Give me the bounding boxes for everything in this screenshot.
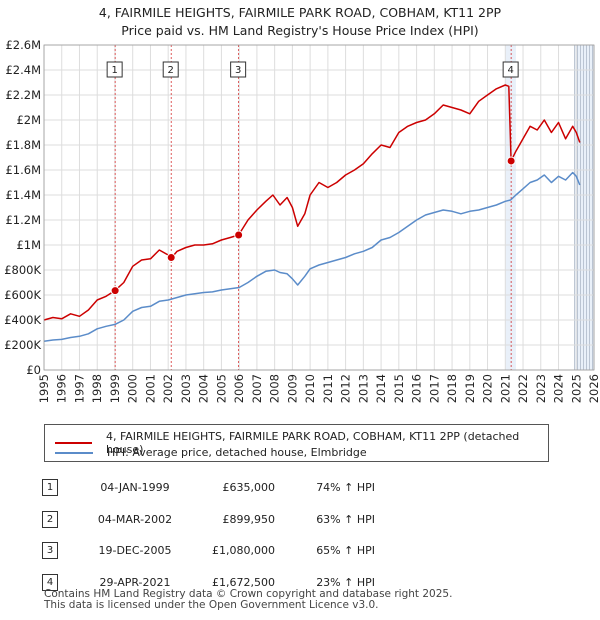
sale-label-number: 2 [168,65,174,76]
y-tick-label: £1.8M [5,138,41,152]
x-tick-label: 2012 [339,374,353,403]
hpi-line [43,171,581,343]
x-tick-label: 2005 [214,374,228,403]
footer-line-2: This data is licensed under the Open Gov… [44,599,379,611]
y-tick-label: £1.2M [5,213,41,227]
legend: 4, FAIRMILE HEIGHTS, FAIRMILE PARK ROAD,… [44,424,549,462]
legend-swatch-property [55,442,92,444]
x-tick-label: 2000 [126,374,140,403]
shaded-range [505,45,516,370]
x-tick-label: 2025 [569,374,583,403]
y-tick-label: £2.2M [5,88,41,102]
x-tick-label: 2003 [179,374,193,403]
sale-point [234,230,244,240]
x-tick-label: 2007 [250,374,264,403]
sale-label-box [502,61,519,78]
sale-date: 04-MAR-2002 [97,512,173,526]
sale-price: £1,672,500 [212,575,275,589]
y-tick-label: £800K [4,263,41,277]
sales-row: 4 29-APR-2021 £1,672,500 23% ↑ HPI [40,567,375,599]
property-price-line [43,84,581,321]
y-tick-label: £0 [26,363,41,377]
y-tick-label: £1.6M [5,163,41,177]
legend-swatch-hpi [55,451,93,454]
sale-number: 1 [42,479,58,497]
sales-row: 3 19-DEC-2005 £1,080,000 65% ↑ HPI [40,535,375,567]
sale-date: 04-JAN-1999 [100,481,170,495]
legend-label-hpi: HPI: Average price, detached house, Elmb… [107,446,367,459]
x-tick-label: 2015 [392,374,406,403]
x-tick-label: 2008 [268,374,282,403]
x-tick-label: 1999 [108,374,122,403]
legend-item-property: 4, FAIRMILE HEIGHTS, FAIRMILE PARK ROAD,… [55,430,548,456]
x-tick-label: 2013 [356,374,370,403]
x-tick-label: 2020 [481,374,495,403]
legend-item-hpi: HPI: Average price, detached house, Elmb… [55,446,367,459]
sale-hpi-change: 65% ↑ HPI [316,544,375,558]
x-tick-label: 1997 [72,374,86,403]
sale-label-number: 3 [235,65,241,76]
y-tick-label: £2.6M [5,38,41,52]
sales-table: 1 04-JAN-1999 £635,000 74% ↑ HPI 2 04-MAR-200… [40,472,375,598]
sale-hpi-change: 63% ↑ HPI [316,512,375,526]
sale-hpi-change: 23% ↑ HPI [316,575,375,589]
x-tick-label: 2006 [232,374,246,403]
legend-label-property: 4, FAIRMILE HEIGHTS, FAIRMILE PARK ROAD,… [105,430,520,456]
sale-label-number: 4 [507,65,513,76]
x-tick-label: 2024 [552,374,566,403]
y-tick-label: £1M [16,238,41,252]
chart-title: 4, FAIRMILE HEIGHTS, FAIRMILE PARK ROAD,… [0,4,600,40]
x-tick-label: 1996 [55,374,69,403]
sales-row: 2 04-MAR-2002 £899,950 63% ↑ HPI [40,504,375,536]
sale-point [506,156,516,166]
shaded-range [574,45,594,370]
sale-point [166,253,176,263]
sale-label-box [162,61,179,78]
sale-hpi-change: 74% ↑ HPI [316,481,375,495]
sale-date: 19-DEC-2005 [98,544,172,558]
x-tick-label: 2016 [410,374,424,403]
sale-price: £1,080,000 [212,544,275,558]
footer: Contains HM Land Registry data © Crown c… [44,589,452,611]
x-tick-label: 2026 [587,374,600,403]
y-tick-label: £2.4M [5,63,41,77]
x-tick-label: 1998 [90,374,104,403]
y-tick-label: £400K [4,313,41,327]
sale-label-box [230,61,247,78]
x-tick-label: 2001 [143,374,157,403]
sales-row: 1 04-JAN-1999 £635,000 74% ↑ HPI [40,472,375,504]
x-tick-label: 2002 [161,374,175,403]
x-tick-label: 2019 [463,374,477,403]
sale-price: £635,000 [222,481,276,495]
sale-label-number: 1 [111,65,117,76]
x-tick-label: 2022 [516,374,530,403]
x-tick-label: 1995 [37,374,51,403]
title-line-2: Price paid vs. HM Land Registry's House … [121,23,479,38]
y-tick-label: £2M [16,113,41,127]
x-tick-label: 2021 [498,374,512,403]
sale-point [110,286,120,296]
x-tick-label: 2017 [427,374,441,403]
plot-area [44,45,594,370]
plot-frame [43,44,595,371]
sale-price: £899,950 [222,512,276,526]
x-tick-label: 2018 [445,374,459,403]
sale-number: 4 [42,573,58,591]
y-tick-label: £200K [4,338,41,352]
x-tick-label: 2004 [197,374,211,403]
sale-number: 2 [42,510,58,528]
footer-line-1: Contains HM Land Registry data © Crown c… [44,588,453,600]
title-line-1: 4, FAIRMILE HEIGHTS, FAIRMILE PARK ROAD,… [98,5,502,20]
x-tick-label: 2023 [534,374,548,403]
x-tick-label: 2010 [303,374,317,403]
sale-number: 3 [42,542,58,560]
x-tick-label: 2009 [285,374,299,403]
sale-date: 29-APR-2021 [99,575,171,589]
sale-label-box [106,61,123,78]
x-tick-label: 2011 [321,374,335,403]
x-tick-label: 2014 [374,374,388,403]
y-tick-label: £1.4M [5,188,41,202]
price-chart: £0 £200K £400K £600K £800K £1M £1.2M £1.4M £1.6M… [4,38,600,403]
y-tick-label: £600K [4,288,41,302]
